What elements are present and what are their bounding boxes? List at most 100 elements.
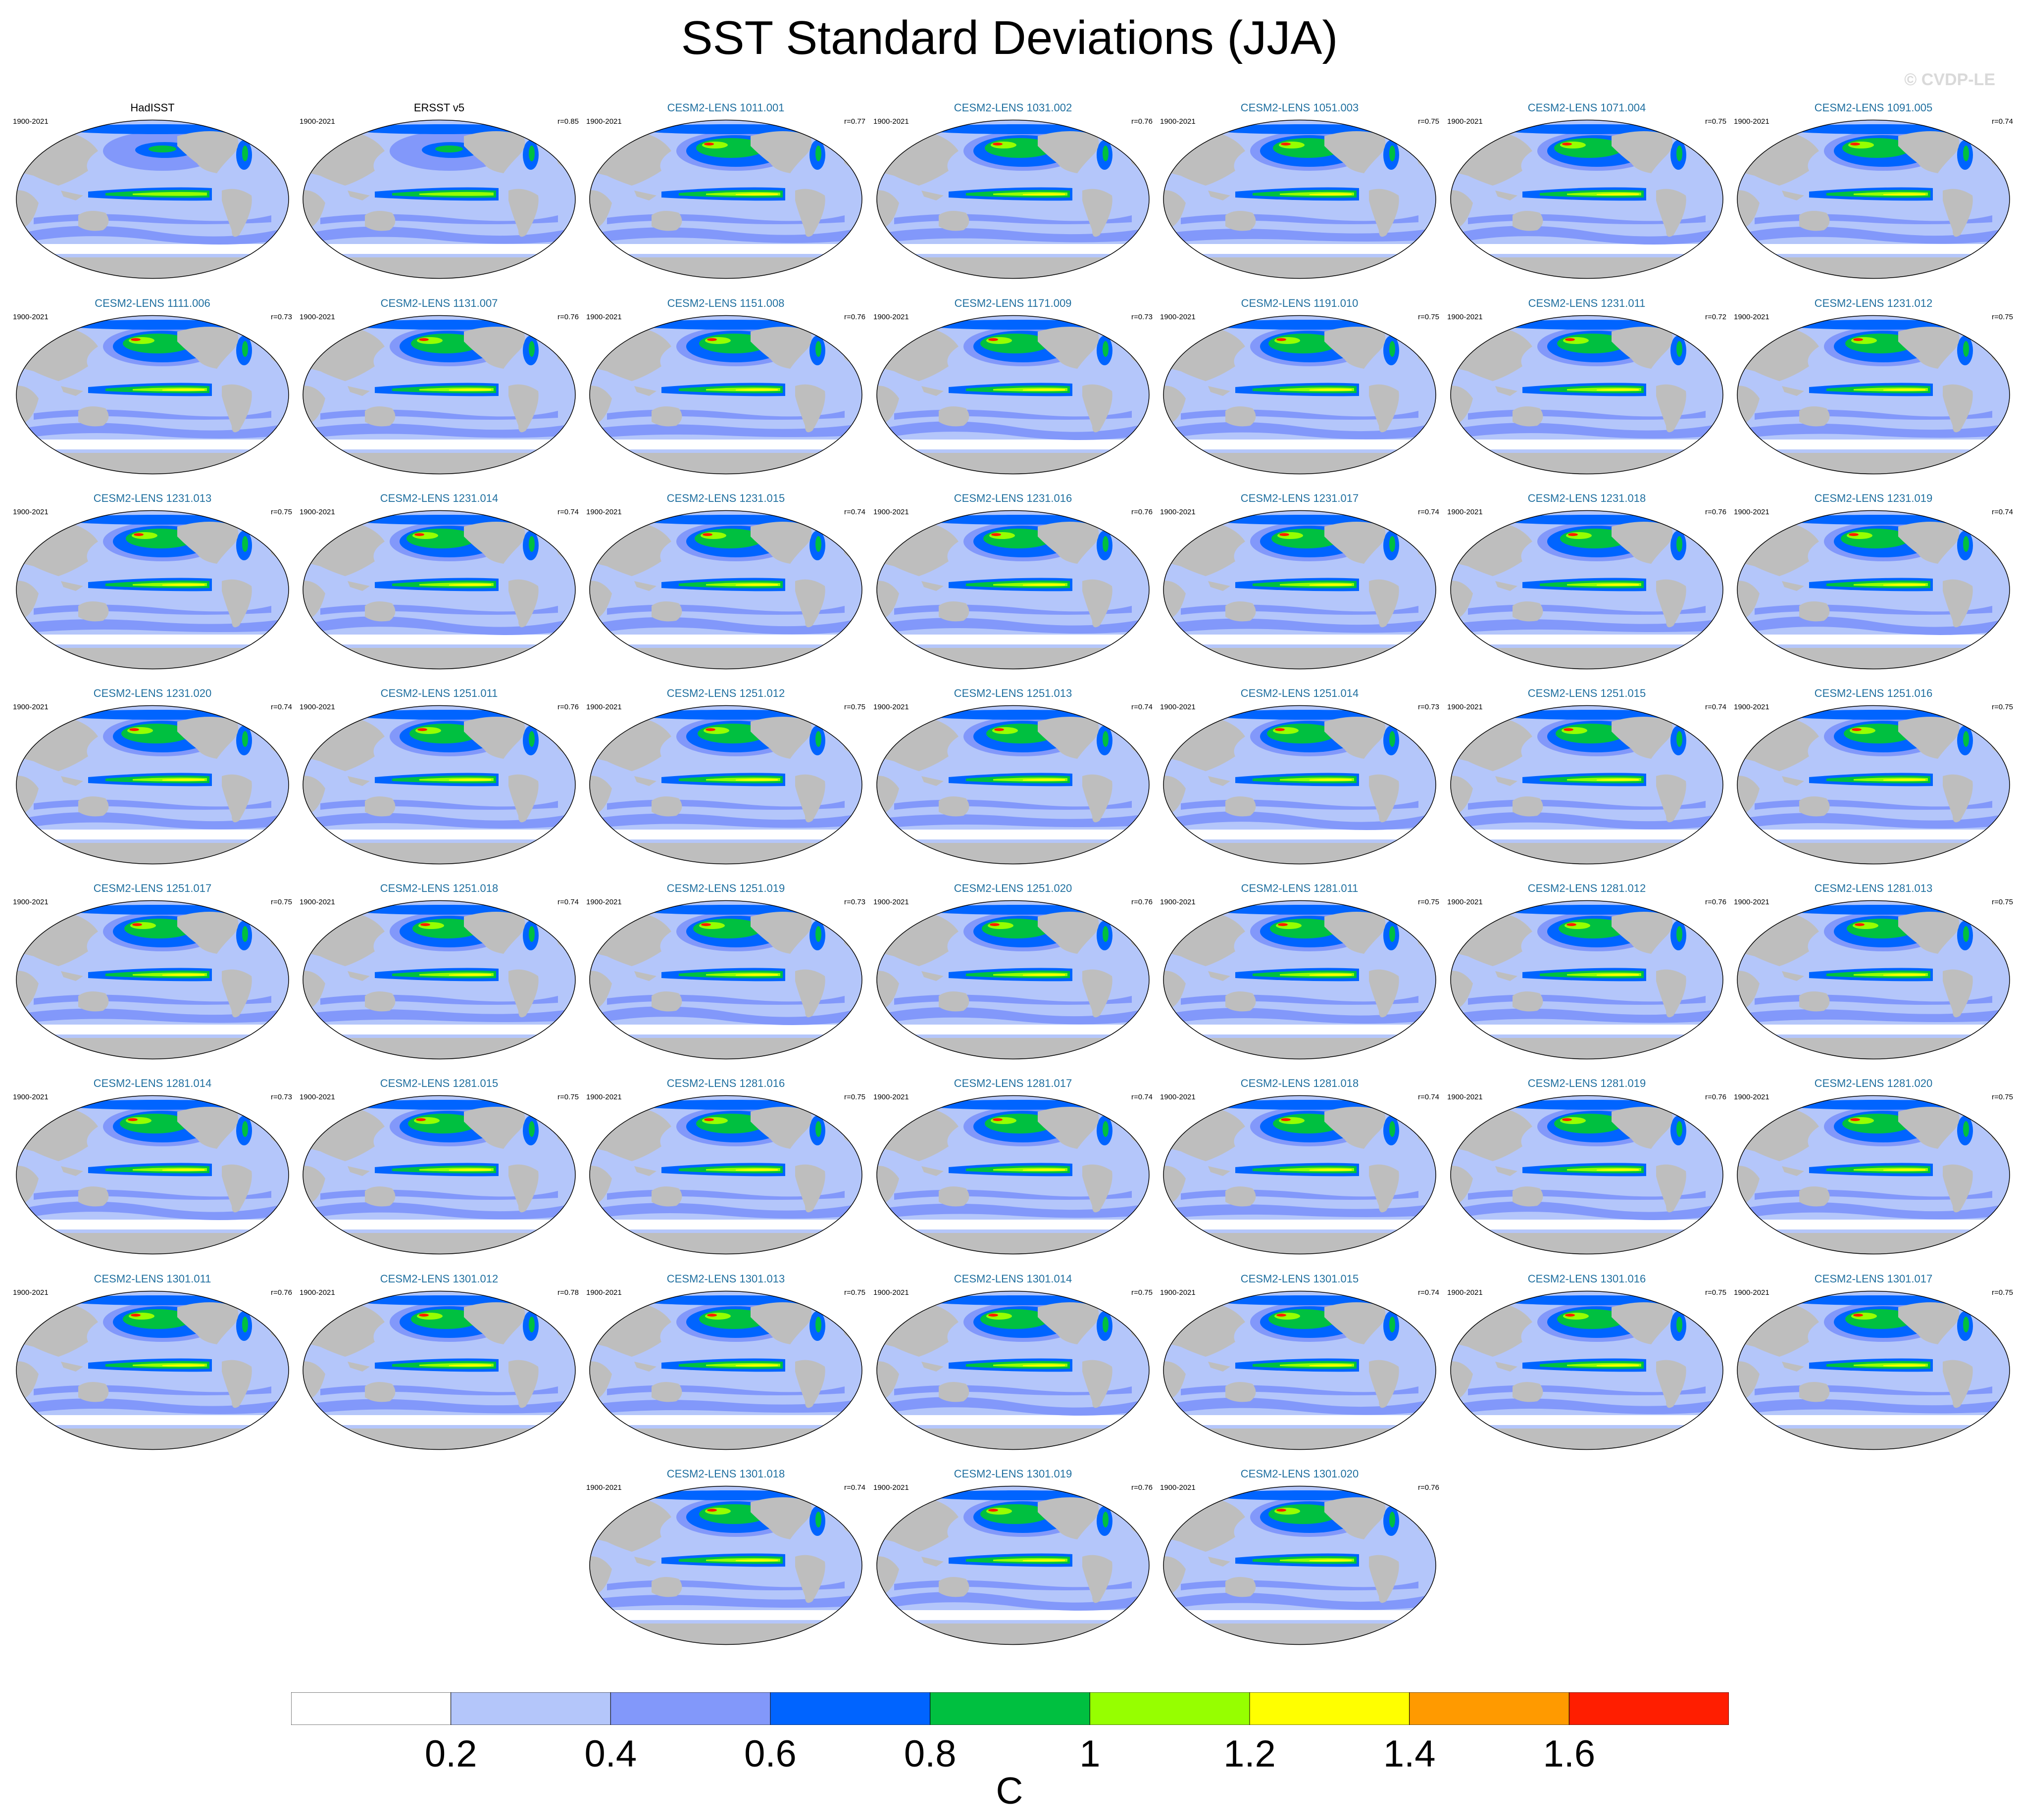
north-america-land — [1898, 522, 1960, 564]
north-america-land — [464, 912, 525, 954]
sst-map — [876, 1485, 1150, 1645]
australia-land — [78, 1382, 109, 1402]
map-border — [1163, 1095, 1436, 1255]
south-america-land — [1943, 1360, 1973, 1408]
panel-title: CESM2-LENS 1251.020 — [954, 882, 1072, 894]
southern-band — [24, 812, 281, 830]
map-panel: CESM2-LENS 1051.003 1900-2021 r=0.75 — [1156, 101, 1443, 282]
south-america-land — [222, 1164, 252, 1213]
map-panel: CESM2-LENS 1111.006 1900-2021 r=0.73 — [9, 297, 296, 478]
greenland-land — [1681, 523, 1696, 533]
south-america-land — [222, 774, 252, 823]
maritime-continent-land — [61, 776, 83, 786]
north-pacific-max — [1565, 338, 1575, 341]
panel-correlation: r=0.85 — [557, 117, 579, 126]
panel-title: CESM2-LENS 1281.017 — [954, 1077, 1072, 1089]
north-america-land — [751, 522, 812, 564]
sst-field — [1163, 120, 1436, 279]
sst-field — [1737, 1291, 2010, 1450]
enso-tongue-peak — [1023, 1169, 1065, 1171]
south-america-land — [1656, 189, 1686, 237]
south-america-land — [508, 1164, 539, 1213]
panel-title: CESM2-LENS 1251.017 — [93, 882, 212, 894]
panel-correlation: r=0.75 — [1992, 703, 2013, 711]
australia-land — [78, 601, 109, 622]
panel-title: CESM2-LENS 1231.018 — [1527, 492, 1646, 504]
maritime-continent-land — [61, 971, 83, 981]
sst-field — [16, 705, 289, 864]
colorbar-tick-label: 1.2 — [1223, 1733, 1276, 1775]
panel-period: 1900-2021 — [1734, 117, 1769, 126]
south-america-land — [1369, 579, 1399, 628]
sst-map — [16, 705, 289, 865]
sst-field — [16, 315, 289, 474]
south-america-land — [1082, 969, 1112, 1018]
australia-land — [1513, 406, 1543, 427]
panel-title: CESM2-LENS 1131.007 — [380, 297, 498, 309]
australia-land — [1513, 796, 1543, 817]
north-pacific-max — [420, 923, 430, 926]
maritime-continent-land — [634, 191, 656, 200]
sst-map — [1450, 900, 1723, 1060]
southern-band — [310, 1009, 568, 1023]
southern-ocean-low-band — [1737, 1220, 2010, 1230]
panel-title: CESM2-LENS 1281.020 — [1814, 1077, 1933, 1089]
panel-period: 1900-2021 — [1160, 1093, 1196, 1101]
north-america-land — [177, 327, 239, 369]
map-border — [1163, 1290, 1436, 1450]
greenland-land — [1681, 1108, 1696, 1118]
panel-correlation: r=0.73 — [1131, 313, 1153, 321]
south-america-land — [1943, 384, 1973, 433]
south-america-land — [1369, 1164, 1399, 1213]
north-america-land — [1324, 522, 1386, 564]
panel-correlation: r=0.74 — [271, 703, 292, 711]
greenland-land — [1968, 913, 1982, 923]
panel-title: CESM2-LENS 1091.005 — [1814, 101, 1933, 114]
north-pacific-max — [707, 1314, 717, 1317]
panel-period: 1900-2021 — [300, 1288, 335, 1297]
sst-field — [1451, 900, 1723, 1059]
north-atlantic-peak — [1389, 731, 1395, 747]
map-border — [1163, 900, 1436, 1060]
north-america-land — [1898, 1302, 1960, 1344]
south-america-land — [795, 384, 825, 433]
southern-ocean-low-band — [877, 635, 1149, 644]
southern-band — [1171, 618, 1428, 633]
south-america-land — [1082, 189, 1112, 237]
north-america-land — [1612, 717, 1673, 759]
maritime-continent-land — [1495, 1166, 1517, 1176]
sst-field — [590, 1095, 862, 1254]
map-panel: CESM2-LENS 1301.016 1900-2021 r=0.75 — [1443, 1273, 1730, 1453]
greenland-land — [1107, 1108, 1122, 1118]
australia-land — [652, 1186, 682, 1207]
enso-tongue-peak — [736, 1364, 778, 1367]
panel-title: CESM2-LENS 1251.016 — [1814, 687, 1933, 699]
north-america-land — [1324, 1302, 1386, 1344]
australia-land — [1799, 796, 1830, 817]
map-border — [1450, 510, 1723, 670]
panel-title: CESM2-LENS 1071.004 — [1527, 101, 1646, 114]
north-america-land — [1038, 522, 1099, 564]
north-america-land — [751, 327, 812, 369]
north-america-land — [1612, 1107, 1673, 1149]
north-atlantic-peak — [242, 731, 248, 747]
greenland-land — [247, 523, 261, 533]
greenland-land — [820, 328, 835, 338]
map-border — [876, 1290, 1150, 1450]
north-atlantic-peak — [1676, 1121, 1682, 1137]
north-america-land — [751, 1302, 812, 1344]
sst-map — [1737, 315, 2010, 475]
map-border — [589, 1290, 862, 1450]
panel-correlation: r=0.74 — [1418, 1093, 1439, 1101]
north-america-land — [177, 1107, 239, 1149]
enso-tongue-peak — [736, 584, 778, 586]
southern-band — [597, 1400, 855, 1414]
maritime-continent-land — [348, 386, 370, 396]
map-border — [1450, 315, 1723, 475]
map-panel: CESM2-LENS 1251.020 1900-2021 r=0.76 — [869, 882, 1157, 1063]
enso-tongue-peak — [1023, 584, 1065, 586]
australia-land — [365, 601, 396, 622]
north-atlantic-peak — [1676, 731, 1682, 747]
greenland-land — [533, 718, 548, 728]
panel-title: CESM2-LENS 1111.006 — [95, 297, 210, 309]
